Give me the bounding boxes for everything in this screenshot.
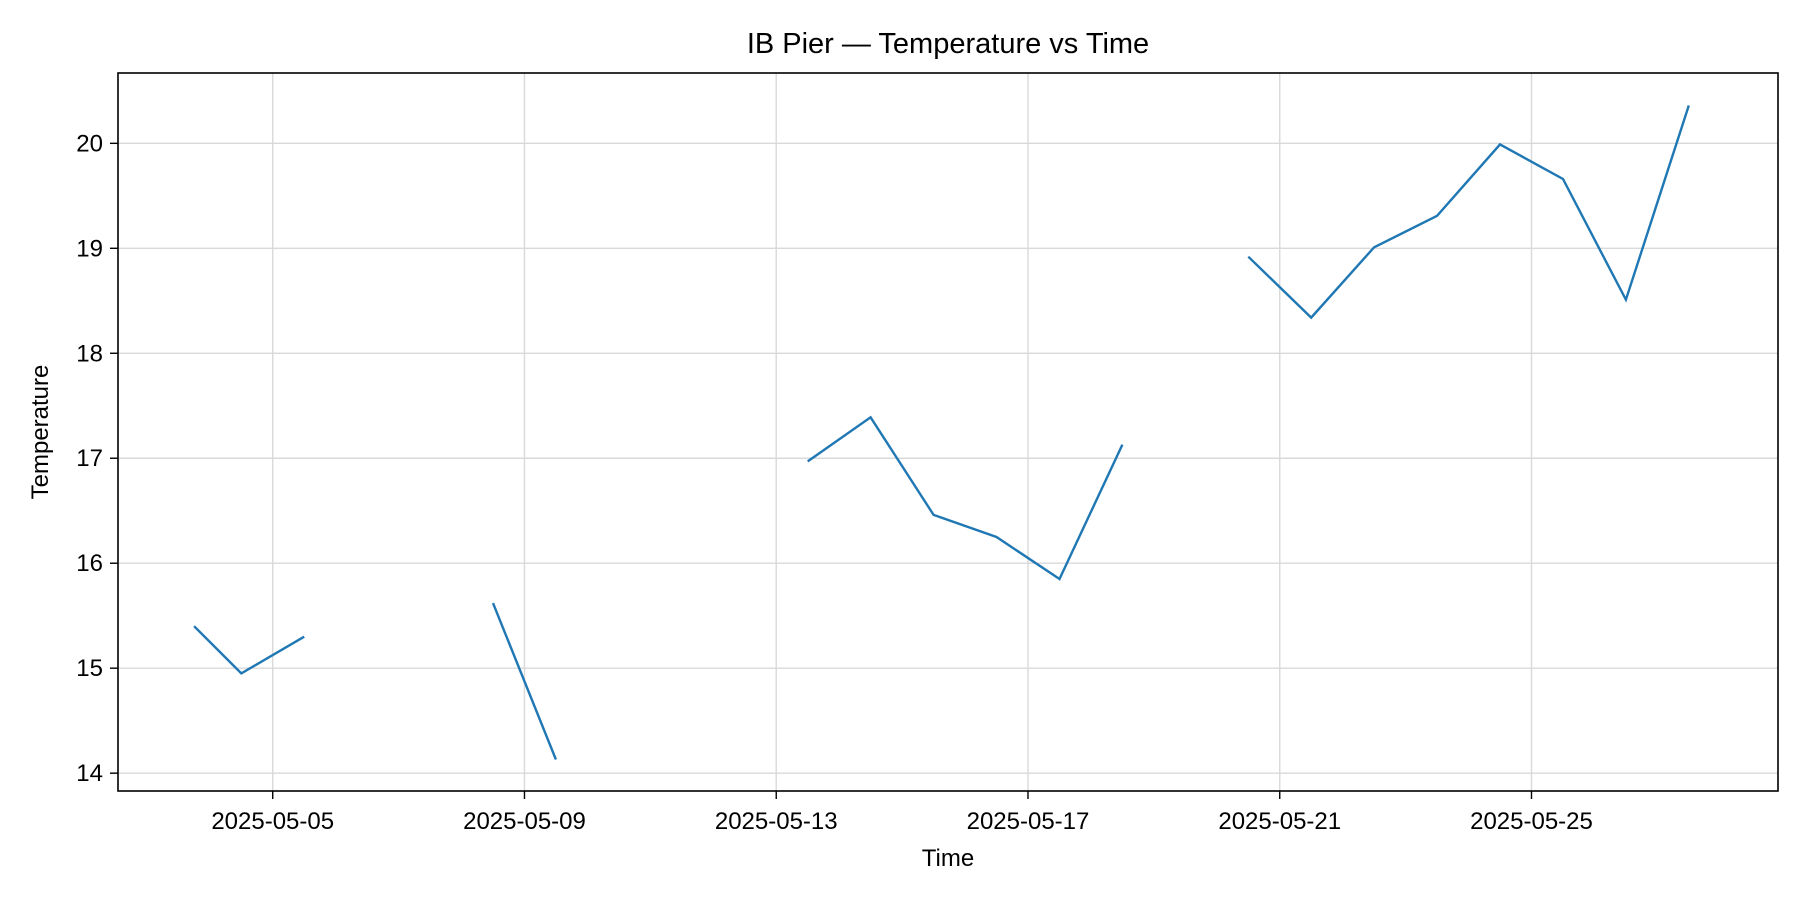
x-tick-label: 2025-05-25 xyxy=(1470,808,1593,835)
temperature-line-segment xyxy=(807,415,1124,581)
y-tick-label: 15 xyxy=(76,655,103,682)
y-tick-label: 17 xyxy=(76,445,103,472)
chart-title: IB Pier — Temperature vs Time xyxy=(747,28,1149,60)
x-axis-label: Time xyxy=(922,845,974,872)
x-tick-label: 2025-05-13 xyxy=(715,808,838,835)
y-axis-label: Temperature xyxy=(27,365,54,500)
temperature-line-segment xyxy=(1247,105,1690,320)
grid-lines xyxy=(118,73,1778,791)
x-tick-label: 2025-05-05 xyxy=(211,808,334,835)
x-tick-label: 2025-05-17 xyxy=(967,808,1090,835)
y-tick-label: 18 xyxy=(76,340,103,367)
series-lines xyxy=(193,105,1690,760)
y-tick-label: 20 xyxy=(76,130,103,157)
axis-ticks: 2025-05-05 2025-05-09 2025-05-13 2025-05-17… xyxy=(76,130,1593,835)
x-tick-label: 2025-05-09 xyxy=(463,808,586,835)
temperature-line-segment xyxy=(491,602,558,760)
temperature-line-segment xyxy=(193,625,305,675)
plot-frame xyxy=(117,72,1779,792)
y-tick-label: 14 xyxy=(76,760,103,787)
x-tick-label: 2025-05-21 xyxy=(1218,808,1341,835)
y-tick-label: 19 xyxy=(76,235,103,262)
y-tick-label: 16 xyxy=(76,550,103,577)
